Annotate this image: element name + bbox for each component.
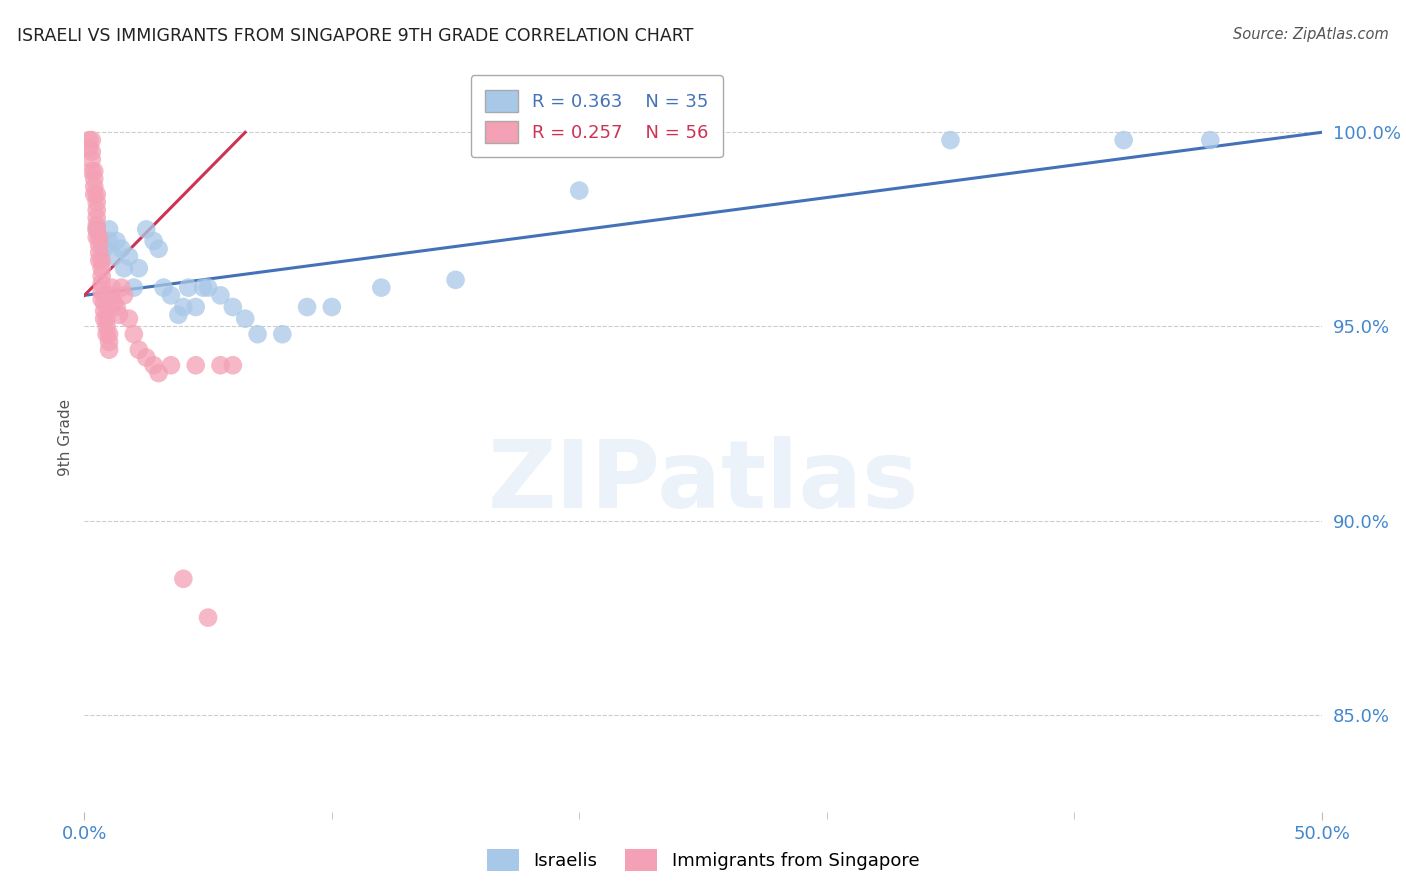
Point	[86, 230, 108, 244]
Point	[118, 250, 141, 264]
Point	[1199, 133, 1222, 147]
Point	[98, 327, 121, 342]
Point	[1112, 133, 1135, 147]
Point	[96, 319, 118, 334]
Point	[222, 358, 245, 372]
Point	[167, 308, 190, 322]
Point	[142, 358, 165, 372]
Y-axis label: 9th Grade: 9th Grade	[58, 399, 73, 475]
Point	[98, 343, 121, 357]
Point	[209, 358, 232, 372]
Point	[122, 327, 145, 342]
Point	[135, 351, 157, 365]
Point	[568, 184, 591, 198]
Point	[93, 242, 115, 256]
Point	[172, 572, 194, 586]
Point	[98, 222, 121, 236]
Point	[89, 238, 111, 252]
Point	[222, 300, 245, 314]
Point	[86, 187, 108, 202]
Point	[86, 195, 108, 210]
Point	[148, 366, 170, 380]
Point	[172, 300, 194, 314]
Point	[271, 327, 294, 342]
Point	[197, 280, 219, 294]
Point	[89, 253, 111, 268]
Point	[142, 234, 165, 248]
Point	[83, 172, 105, 186]
Point	[86, 219, 108, 233]
Point	[96, 327, 118, 342]
Point	[96, 311, 118, 326]
Point	[80, 164, 103, 178]
Point	[80, 133, 103, 147]
Point	[86, 222, 108, 236]
Point	[184, 358, 207, 372]
Point	[128, 261, 150, 276]
Point	[110, 242, 132, 256]
Point	[100, 280, 122, 294]
Point	[100, 288, 122, 302]
Point	[128, 343, 150, 357]
Point	[79, 141, 101, 155]
Point	[160, 288, 183, 302]
Point	[98, 334, 121, 349]
Point	[83, 187, 105, 202]
Point	[184, 300, 207, 314]
Text: ZIPatlas: ZIPatlas	[488, 436, 918, 528]
Point	[370, 280, 392, 294]
Point	[103, 250, 125, 264]
Point	[93, 288, 115, 302]
Point	[98, 234, 121, 248]
Point	[93, 304, 115, 318]
Point	[321, 300, 343, 314]
Point	[112, 288, 135, 302]
Legend: Israelis, Immigrants from Singapore: Israelis, Immigrants from Singapore	[479, 842, 927, 879]
Point	[93, 311, 115, 326]
Point	[90, 277, 112, 291]
Text: Source: ZipAtlas.com: Source: ZipAtlas.com	[1233, 27, 1389, 42]
Point	[105, 234, 128, 248]
Point	[79, 133, 101, 147]
Text: ISRAELI VS IMMIGRANTS FROM SINGAPORE 9TH GRADE CORRELATION CHART: ISRAELI VS IMMIGRANTS FROM SINGAPORE 9TH…	[17, 27, 693, 45]
Legend: R = 0.363    N = 35, R = 0.257    N = 56: R = 0.363 N = 35, R = 0.257 N = 56	[471, 75, 723, 157]
Point	[209, 288, 232, 302]
Point	[90, 253, 112, 268]
Point	[191, 280, 214, 294]
Point	[103, 296, 125, 310]
Point	[93, 296, 115, 310]
Point	[108, 308, 131, 322]
Point	[89, 230, 111, 244]
Point	[110, 280, 132, 294]
Point	[939, 133, 962, 147]
Point	[148, 242, 170, 256]
Point	[90, 268, 112, 283]
Point	[105, 300, 128, 314]
Point	[197, 610, 219, 624]
Point	[160, 358, 183, 372]
Point	[83, 179, 105, 194]
Point	[86, 222, 108, 236]
Point	[86, 202, 108, 217]
Point	[90, 292, 112, 306]
Point	[135, 222, 157, 236]
Point	[444, 273, 467, 287]
Point	[80, 145, 103, 159]
Point	[83, 164, 105, 178]
Point	[177, 280, 200, 294]
Point	[90, 285, 112, 299]
Point	[122, 280, 145, 294]
Point	[295, 300, 318, 314]
Point	[233, 311, 256, 326]
Point	[246, 327, 269, 342]
Point	[80, 153, 103, 167]
Point	[86, 211, 108, 225]
Point	[90, 261, 112, 276]
Point	[118, 311, 141, 326]
Point	[152, 280, 174, 294]
Point	[112, 261, 135, 276]
Point	[89, 245, 111, 260]
